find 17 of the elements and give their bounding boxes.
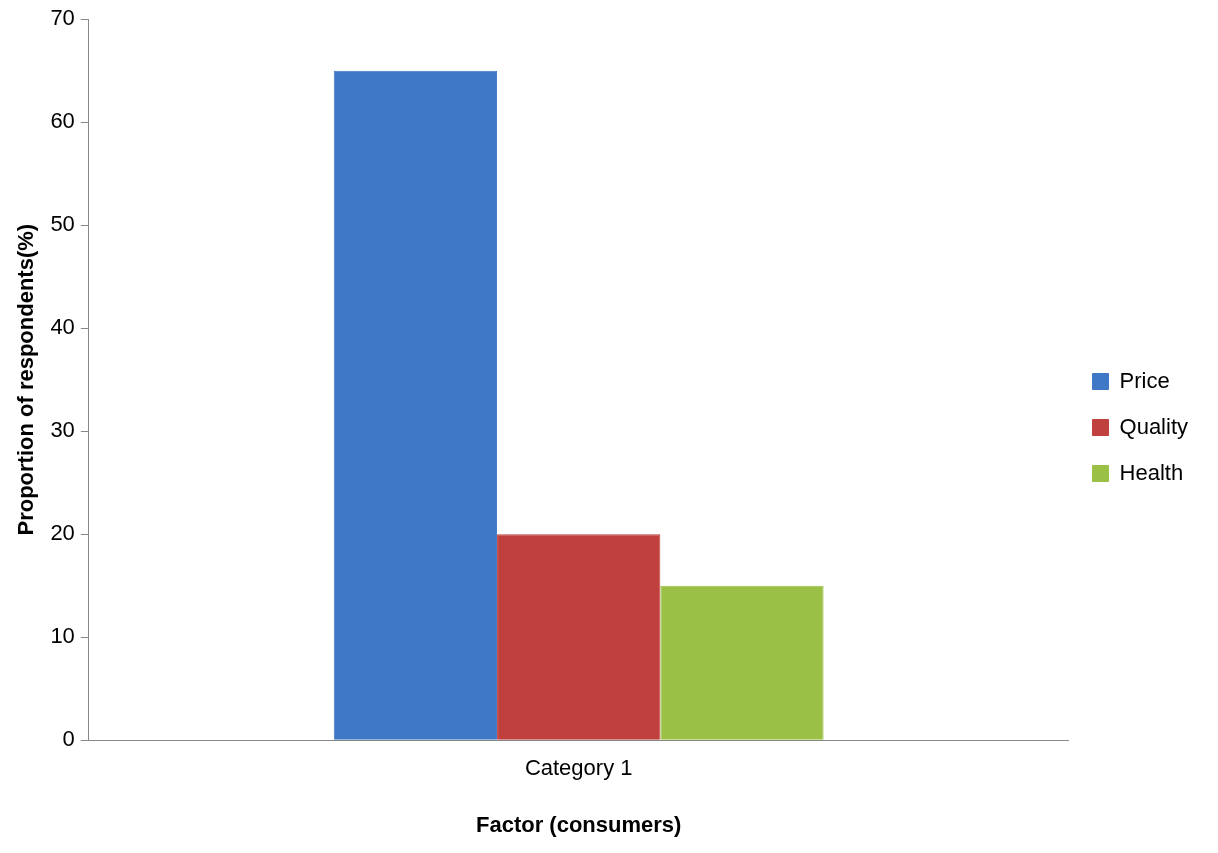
y-tick-label: 30	[50, 417, 75, 443]
y-tick-label: 20	[50, 520, 75, 546]
x-axis-title: Factor (consumers)	[476, 811, 682, 837]
y-axis-title: Proportion of respondents(%)	[13, 223, 39, 536]
bar	[497, 534, 661, 740]
legend-label: Health	[1119, 459, 1184, 485]
y-tick-label: 40	[50, 314, 75, 340]
bar	[333, 70, 498, 740]
legend-label: Quality	[1119, 413, 1189, 439]
bar	[660, 585, 824, 740]
y-tick-label: 60	[50, 108, 75, 134]
y-tick-label: 70	[50, 5, 75, 31]
x-tick-label: Category 1	[524, 755, 633, 781]
y-tick-label: 0	[62, 726, 75, 752]
y-tick-label: 10	[50, 623, 75, 649]
y-tick-label: 50	[50, 211, 75, 237]
legend-label: Price	[1119, 367, 1170, 393]
